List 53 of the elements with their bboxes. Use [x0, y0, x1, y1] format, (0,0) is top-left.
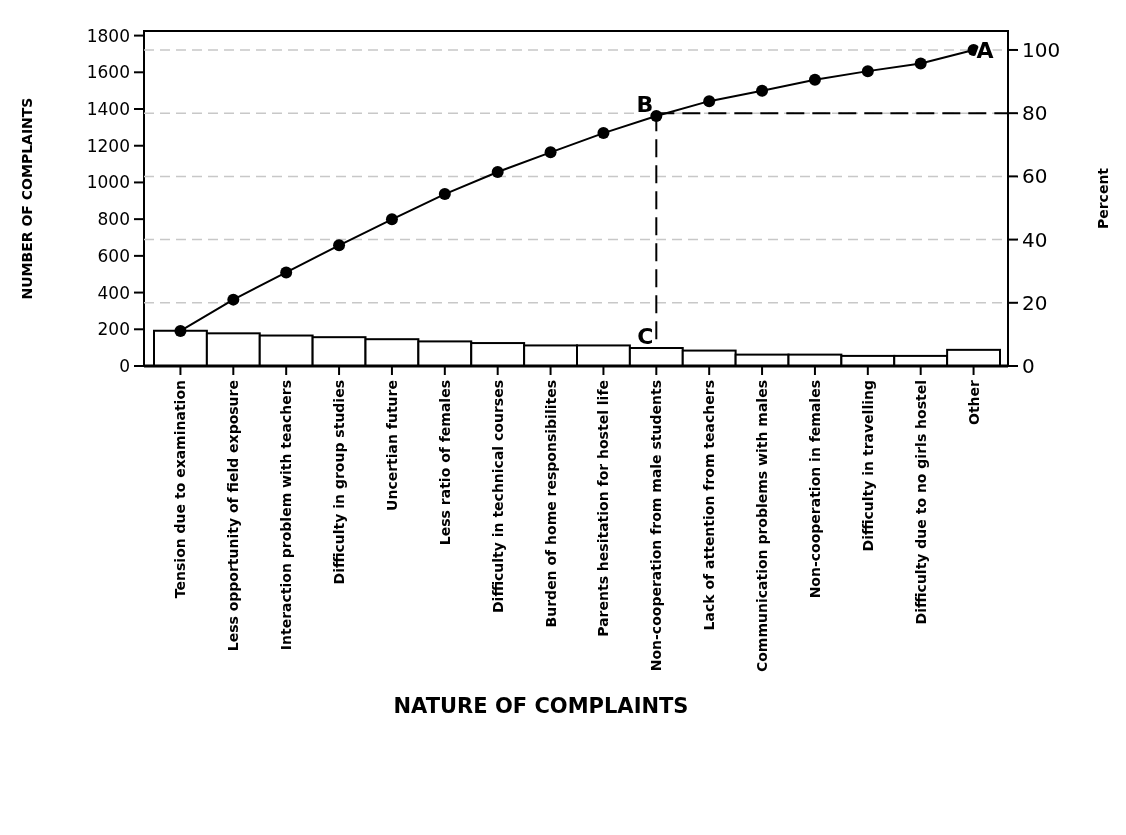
y-tick-label: 600 — [97, 245, 130, 266]
point — [174, 324, 187, 337]
annotation: B — [636, 91, 654, 117]
x-tick-label: Other — [965, 379, 982, 425]
annotation: A — [976, 37, 994, 63]
x-tick-label: Lack of attention from teachers — [701, 380, 718, 631]
point — [808, 73, 821, 86]
point — [861, 65, 874, 78]
x-tick-label: Difficulty in travelling — [859, 380, 876, 552]
y2-tick-label: 80 — [1022, 101, 1048, 126]
y-axis-title: NUMBER OF COMPLAINTS — [19, 97, 35, 300]
x-tick-label: Difficulty in technical courses — [489, 380, 506, 614]
y-tick-label: 400 — [97, 282, 130, 303]
point — [385, 213, 398, 226]
point — [650, 110, 663, 123]
y-tick-label: 800 — [97, 209, 130, 230]
y-tick-label: 200 — [97, 319, 130, 340]
point — [227, 293, 240, 306]
x-axis-title: NATURE OF COMPLAINTS — [393, 694, 689, 718]
y-tick-label: 1000 — [86, 172, 130, 193]
point — [703, 95, 716, 108]
point — [280, 266, 293, 279]
y2-axis-title: Percent — [1095, 167, 1111, 230]
point — [438, 188, 451, 201]
point — [544, 146, 557, 159]
y2-tick-label: 40 — [1022, 227, 1048, 252]
y-tick-label: 1800 — [86, 25, 130, 46]
point — [597, 127, 610, 140]
y2-tick-label: 60 — [1022, 164, 1048, 189]
y2-tick-label: 100 — [1022, 37, 1061, 62]
y-tick-label: 1200 — [86, 135, 130, 156]
y-tick-label: 1400 — [86, 98, 130, 119]
x-tick-label: Parents hesitation for hostel life — [595, 380, 612, 637]
x-tick-label: Less ratio of females — [436, 380, 453, 546]
point — [333, 239, 346, 252]
y-tick-label: 1600 — [86, 62, 130, 83]
x-tick-label: Difficulty due to no girls hostel — [912, 380, 929, 625]
x-tick-label: Less opportunity of field exposure — [225, 380, 242, 652]
x-tick-label: Interaction problem with teachers — [278, 380, 295, 651]
x-tick-label: Burden of home responsibilites — [542, 380, 559, 628]
x-tick-label: Tension due to examination — [172, 380, 189, 599]
x-tick-label: Communication problems with males — [754, 380, 771, 673]
point — [491, 165, 504, 178]
x-tick-label: Non-cooperation in females — [806, 380, 823, 599]
x-tick-label: Difficulty in group studies — [331, 380, 348, 585]
point — [914, 57, 927, 70]
y2-tick-label: 0 — [1022, 354, 1035, 378]
y-tick-label: 0 — [119, 355, 130, 376]
y2-tick-label: 20 — [1022, 290, 1048, 315]
point — [756, 84, 769, 97]
x-tick-label: Non-cooperation from male students — [648, 380, 665, 672]
x-tick-label: Uncertian future — [383, 380, 400, 511]
annotation: C — [637, 324, 654, 350]
